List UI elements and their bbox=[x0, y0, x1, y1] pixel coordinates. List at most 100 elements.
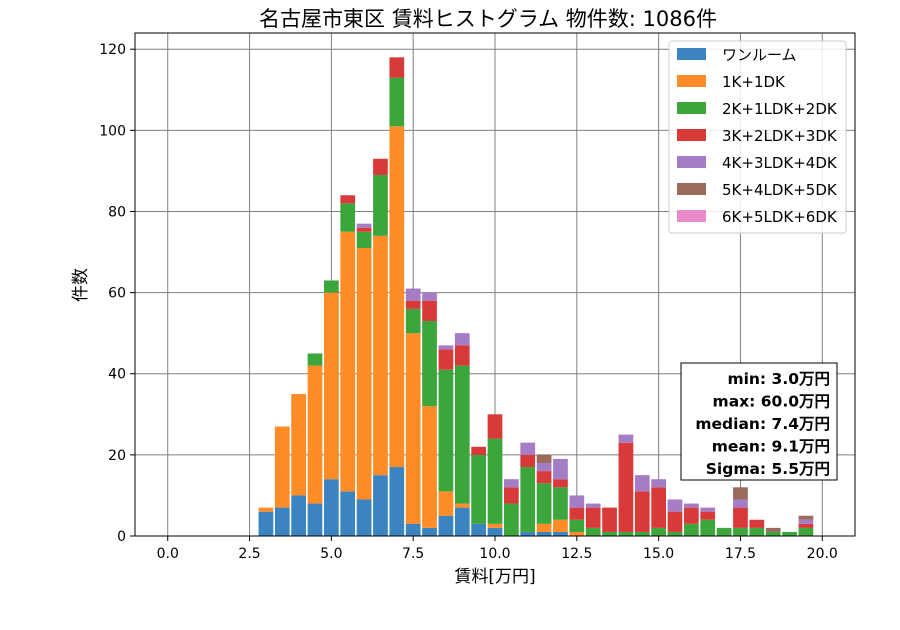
bar-segment-series-3 bbox=[373, 158, 388, 175]
bar-segment-series-2 bbox=[471, 454, 486, 524]
bar-segment-series-4 bbox=[667, 499, 683, 512]
bar-segment-series-5 bbox=[536, 454, 552, 463]
bar-segment-series-2 bbox=[307, 353, 323, 366]
y-tick-label: 100 bbox=[99, 123, 126, 139]
bar-segment-series-1 bbox=[553, 519, 568, 532]
bar-segment-series-3 bbox=[487, 414, 503, 439]
bar-segment-series-2 bbox=[618, 531, 634, 536]
bar-segment-series-3 bbox=[405, 300, 421, 309]
legend-swatch bbox=[677, 102, 706, 114]
bar-segment-series-3 bbox=[340, 195, 356, 204]
bar-segment-series-2 bbox=[324, 280, 339, 293]
bar-segment-series-0 bbox=[471, 523, 486, 536]
bar-segment-series-3 bbox=[733, 507, 748, 528]
legend-swatch bbox=[677, 75, 706, 87]
bar-segment-series-3 bbox=[618, 442, 634, 532]
bar-segment-series-4 bbox=[733, 499, 748, 508]
bar-segment-series-4 bbox=[798, 519, 814, 524]
bar-segment-series-0 bbox=[291, 495, 306, 536]
bar-segment-series-3 bbox=[634, 491, 650, 532]
bar-segment-series-4 bbox=[585, 503, 601, 508]
bar-segment-series-1 bbox=[258, 507, 274, 512]
legend-label: ワンルーム bbox=[722, 46, 797, 64]
bar-segment-series-0 bbox=[274, 507, 290, 536]
bar-segment-series-0 bbox=[536, 531, 552, 536]
bar-segment-series-4 bbox=[700, 507, 716, 512]
bar-segment-series-1 bbox=[356, 247, 372, 500]
chart-title: 名古屋市東区 賃料ヒストグラム 物件数: 1086件 bbox=[259, 7, 717, 31]
x-tick-label: 5.0 bbox=[320, 546, 342, 562]
x-axis-label: 賃料[万円] bbox=[454, 567, 535, 587]
legend-label: 3K+2LDK+3DK bbox=[722, 127, 838, 145]
bar-segment-series-4 bbox=[536, 462, 552, 472]
legend-label: 2K+1LDK+2DK bbox=[722, 100, 838, 118]
stats-line: median: 7.4万円 bbox=[695, 415, 830, 433]
legend-swatch bbox=[677, 183, 706, 195]
bar-segment-series-2 bbox=[504, 503, 519, 536]
bar-segment-series-0 bbox=[487, 527, 503, 536]
bar-segment-series-2 bbox=[602, 531, 617, 536]
bar-segment-series-0 bbox=[324, 479, 339, 536]
bar-segment-series-0 bbox=[454, 507, 470, 536]
bar-segment-series-2 bbox=[373, 174, 388, 236]
bar-segment-series-1 bbox=[389, 126, 405, 468]
y-tick-label: 80 bbox=[108, 204, 126, 220]
legend-label: 4K+3LDK+4DK bbox=[722, 154, 838, 172]
y-tick-label: 60 bbox=[108, 286, 126, 302]
bar-segment-series-3 bbox=[700, 511, 716, 520]
x-tick-label: 7.5 bbox=[402, 546, 424, 562]
bar-segment-series-4 bbox=[634, 475, 650, 492]
x-tick-label: 20.0 bbox=[807, 546, 838, 562]
bar-segment-series-4 bbox=[618, 434, 634, 443]
y-tick-label: 120 bbox=[99, 42, 126, 58]
bar-segment-series-3 bbox=[356, 227, 372, 232]
bar-segment-series-2 bbox=[487, 438, 503, 524]
bar-segment-series-1 bbox=[487, 523, 503, 528]
bar-segment-series-1 bbox=[274, 426, 290, 508]
bar-segment-series-1 bbox=[454, 503, 470, 508]
bar-segment-series-4 bbox=[569, 495, 585, 508]
bar-segment-series-3 bbox=[520, 454, 536, 468]
bar-segment-series-2 bbox=[520, 467, 536, 532]
bar-segment-series-3 bbox=[504, 487, 519, 504]
bar-segment-series-3 bbox=[585, 507, 601, 528]
bar-segment-series-2 bbox=[733, 527, 748, 536]
bar-segment-series-3 bbox=[536, 471, 552, 484]
bar-segment-series-4 bbox=[520, 442, 536, 455]
bar-segment-series-3 bbox=[553, 479, 568, 488]
stats-frame bbox=[680, 362, 838, 481]
bar-segment-series-3 bbox=[422, 300, 437, 322]
bar-segment-series-1 bbox=[569, 531, 585, 536]
axis-ticks: 0.0 2.5 5.0 7.5 10.0 12.5 15.0 17.5 20.0 0 20 40 60 8… bbox=[99, 42, 838, 562]
bar-segment-series-0 bbox=[356, 499, 372, 536]
bar-segment-series-3 bbox=[454, 345, 470, 366]
bar-segment-series-0 bbox=[520, 531, 536, 536]
bar-segment-series-2 bbox=[340, 203, 356, 232]
bars-layer bbox=[258, 57, 814, 536]
x-tick-label: 10.0 bbox=[479, 546, 510, 562]
legend-swatch bbox=[677, 129, 706, 141]
bar-segment-series-2 bbox=[651, 527, 666, 536]
bar-segment-series-2 bbox=[684, 523, 699, 536]
bar-segment-series-4 bbox=[651, 479, 666, 488]
bar-segment-series-1 bbox=[291, 394, 306, 496]
bar-segment-series-3 bbox=[667, 511, 683, 532]
bar-segment-series-2 bbox=[422, 321, 437, 407]
stats-line: Sigma: 5.5万円 bbox=[706, 460, 830, 478]
bar-segment-series-1 bbox=[405, 333, 421, 524]
x-tick-label: 17.5 bbox=[725, 546, 756, 562]
x-tick-label: 2.5 bbox=[238, 546, 260, 562]
bar-segment-series-4 bbox=[454, 333, 470, 346]
bar-segment-series-2 bbox=[798, 527, 814, 536]
stats-line: max: 60.0万円 bbox=[713, 393, 830, 411]
bar-segment-series-4 bbox=[422, 292, 437, 301]
bar-segment-series-3 bbox=[684, 507, 699, 524]
bar-segment-series-5 bbox=[733, 487, 748, 500]
bar-segment-series-2 bbox=[765, 531, 781, 536]
bar-segment-series-4 bbox=[405, 288, 421, 301]
bar-segment-series-0 bbox=[405, 523, 421, 536]
x-tick-label: 15.0 bbox=[643, 546, 674, 562]
bar-segment-series-0 bbox=[438, 515, 454, 536]
bar-segment-series-2 bbox=[405, 308, 421, 334]
